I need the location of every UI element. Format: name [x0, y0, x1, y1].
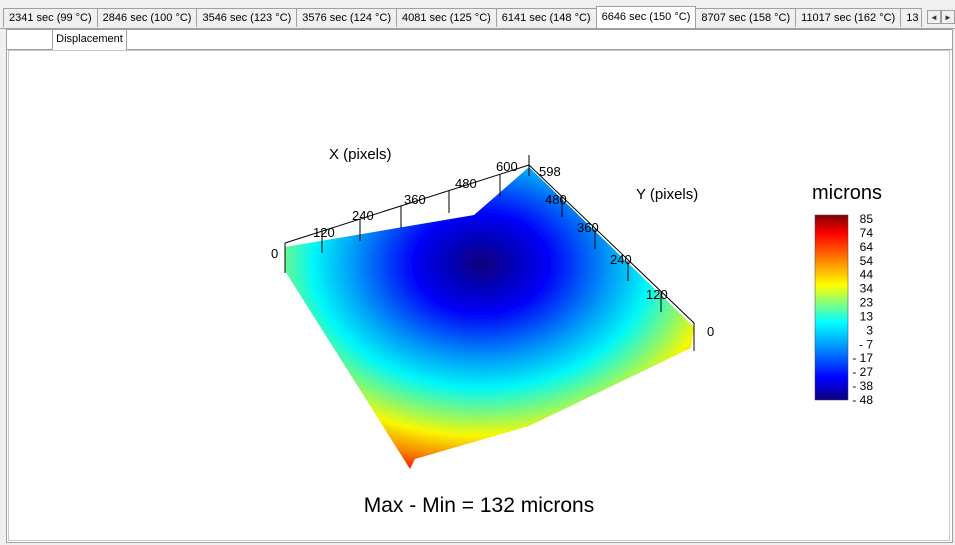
tab-list: 2341 sec (99 °C) 2846 sec (100 °C) 3546 se…: [3, 6, 923, 29]
scroll-right-icon[interactable]: ►: [941, 10, 955, 24]
colorbar-tick-label: - 27: [852, 365, 873, 379]
tab-1[interactable]: 2341 sec (99 °C): [3, 8, 98, 27]
y-tick-label: 240: [610, 252, 632, 267]
x-tick-label: 480: [455, 176, 477, 191]
axis-frame: [284, 155, 695, 351]
colorbar-tick-label: 64: [860, 240, 874, 254]
colorbar-tick-label: 3: [866, 323, 873, 337]
surface-plot: 0 120 240 360 480 600 X (pixels) 0 120 240 360 48…: [271, 146, 882, 517]
colorbar-title: microns: [812, 182, 882, 204]
tab-8[interactable]: 8707 sec (158 °C): [695, 8, 797, 27]
tab-scroll-buttons: ◄ ►: [927, 10, 955, 24]
range-summary: Max - Min = 132 microns: [364, 494, 595, 517]
x-axis-ticks: 0 120 240 360 480 600: [271, 159, 518, 261]
y-axis-ticks: 0 120 240 360 480 598: [539, 164, 714, 339]
scroll-left-icon[interactable]: ◄: [927, 10, 941, 24]
x-tick-label: 240: [352, 208, 374, 223]
colorbar-tick-label: 44: [860, 268, 874, 282]
colorbar-tick-label: 23: [860, 296, 874, 310]
colorbar-tick-label: 13: [860, 309, 874, 323]
y-tick-label: 120: [646, 287, 668, 302]
colorbar-tick-label: 85: [860, 212, 874, 226]
colorbar-tick-label: - 7: [859, 337, 873, 351]
tab-5[interactable]: 4081 sec (125 °C): [396, 8, 497, 27]
plot-area: 0 120 240 360 480 600 X (pixels) 0 120 240 360 48…: [8, 50, 950, 541]
colorbar-tick-label: - 48: [852, 393, 873, 407]
x-axis-line: [284, 164, 530, 244]
x-axis-title: X (pixels): [329, 146, 392, 163]
y-tick-label: 598: [539, 164, 561, 179]
x-tick-label: 600: [496, 159, 518, 174]
tab-6[interactable]: 6141 sec (148 °C): [495, 8, 597, 27]
tab-10[interactable]: 13: [900, 8, 923, 27]
colorbar-tick-label: - 38: [852, 379, 873, 393]
x-tick-label: 120: [313, 225, 335, 240]
colorbar-tick-label: 54: [860, 254, 874, 268]
tab-2[interactable]: 2846 sec (100 °C): [96, 8, 198, 27]
tab-strip: 2341 sec (99 °C) 2846 sec (100 °C) 3546 se…: [0, 0, 955, 29]
tab-3[interactable]: 3546 sec (123 °C): [196, 8, 298, 27]
y-tick-label: 480: [545, 192, 567, 207]
tab-4[interactable]: 3576 sec (124 °C): [296, 8, 398, 27]
tab-7[interactable]: 6646 sec (150 °C): [595, 6, 697, 28]
colorbar-tick-label: - 17: [852, 351, 873, 365]
colorbar-tick-label: 34: [860, 282, 874, 296]
y-axis-title: Y (pixels): [636, 186, 698, 203]
x-tick-label: 0: [271, 246, 278, 261]
subtab-strip: Displacement: [7, 30, 952, 50]
displacement-surface: [285, 167, 694, 469]
x-tick-label: 360: [404, 192, 426, 207]
colorbar: [814, 214, 849, 401]
content-panel: Displacement: [6, 29, 953, 543]
colorbar-tick-label: 74: [860, 226, 874, 240]
y-axis-line: [528, 164, 695, 324]
tab-9[interactable]: 11017 sec (162 °C): [795, 8, 902, 27]
y-tick-label: 0: [707, 324, 714, 339]
tab-displacement[interactable]: Displacement: [52, 30, 127, 50]
y-tick-label: 360: [577, 220, 599, 235]
